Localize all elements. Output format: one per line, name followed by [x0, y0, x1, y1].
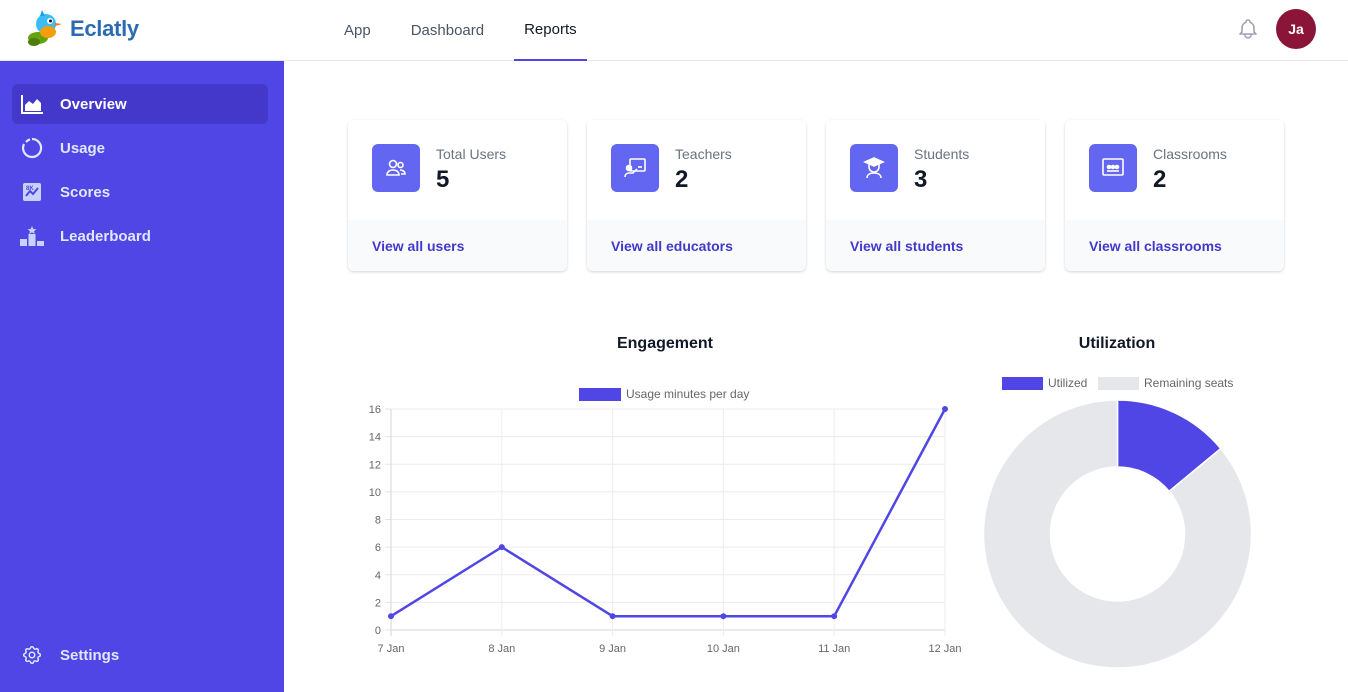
legend-label: Usage minutes per day [626, 387, 749, 401]
sidebar-item-scores[interactable]: 8K Scores [12, 172, 268, 212]
y-tick-label: 4 [375, 570, 381, 582]
y-tick-label: 8 [375, 515, 381, 527]
student-icon [850, 144, 898, 192]
area-chart-icon [20, 92, 44, 116]
donut-icon [20, 136, 44, 160]
data-point [720, 613, 727, 620]
card-footer: View all classrooms [1065, 220, 1284, 271]
sidebar: Overview Usage 8K Scores Leaderboard Set… [0, 61, 284, 692]
stat-label: Classrooms [1153, 146, 1227, 162]
view-all-users-link[interactable]: View all users [372, 237, 465, 254]
legend-swatch-remaining [1098, 377, 1139, 390]
tab-app[interactable]: App [344, 22, 371, 39]
sidebar-item-label: Leaderboard [60, 227, 151, 245]
x-tick-label: 12 Jan [928, 643, 961, 655]
top-bar: Eclatly App Dashboard Reports Ja [0, 0, 1348, 61]
notifications-bell-icon[interactable] [1236, 17, 1260, 41]
x-tick-label: 9 Jan [599, 643, 626, 655]
bird-logo-icon [28, 10, 62, 46]
user-avatar[interactable]: Ja [1276, 9, 1316, 49]
stat-label: Total Users [436, 146, 507, 162]
teacher-icon [611, 144, 659, 192]
scores-icon: 8K [20, 180, 44, 204]
view-all-students-link[interactable]: View all students [850, 237, 964, 254]
legend-swatch [579, 388, 621, 401]
tab-reports[interactable]: Reports [514, 0, 587, 61]
sidebar-item-label: Overview [60, 95, 127, 113]
card-footer: View all students [826, 220, 1045, 271]
view-all-educators-link[interactable]: View all educators [611, 237, 733, 254]
engagement-title: Engagement [616, 335, 713, 352]
classroom-icon [1089, 144, 1137, 192]
sidebar-item-usage[interactable]: Usage [12, 128, 268, 168]
stat-card-classrooms: Classrooms 2 View all classrooms [1065, 120, 1284, 271]
stat-value: 5 [436, 166, 450, 193]
series-line [390, 408, 947, 618]
sidebar-item-label: Scores [60, 183, 111, 201]
engagement-line-chart: Usage minutes per day 0 2 4 6 8 10 12 14 16 7 Jan 8… [369, 387, 962, 655]
data-point [388, 613, 394, 620]
brand-name: Eclatly [70, 16, 139, 41]
sidebar-item-leaderboard[interactable]: Leaderboard [12, 216, 268, 256]
y-tick-label: 10 [369, 487, 381, 499]
data-point [831, 613, 838, 620]
legend-swatch-utilized [1002, 377, 1043, 390]
view-all-classrooms-link[interactable]: View all classrooms [1089, 237, 1222, 254]
legend-label: Utilized [1048, 376, 1087, 390]
users-icon [372, 144, 420, 192]
utilization-donut-chart: Utilized Remaining seats [982, 376, 1253, 669]
data-point [942, 406, 948, 412]
stat-card-students: Students 3 View all students [826, 120, 1045, 271]
data-point [498, 544, 505, 551]
sidebar-item-label: Usage [60, 139, 106, 157]
stat-card-teachers: Teachers 2 View all educators [587, 120, 806, 271]
tab-dashboard[interactable]: Dashboard [410, 22, 485, 39]
stat-value: 3 [914, 166, 928, 193]
stat-card-total-users: Total Users 5 View all users [348, 120, 567, 271]
x-tick-label: 11 Jan [818, 643, 850, 655]
brand-logo[interactable]: Eclatly [26, 8, 139, 50]
stat-label: Students [914, 146, 970, 162]
x-tick-label: 8 Jan [488, 643, 515, 655]
sidebar-item-overview[interactable]: Overview [12, 84, 268, 124]
card-footer: View all educators [587, 220, 806, 271]
slice-remaining-seats [982, 399, 1253, 669]
y-tick-label: 12 [369, 459, 381, 471]
stat-value: 2 [1153, 166, 1167, 193]
sidebar-item-label: Settings [60, 646, 120, 664]
y-tick-label: 6 [375, 542, 381, 554]
podium-icon [20, 224, 44, 248]
y-tick-label: 16 [369, 404, 381, 416]
stat-label: Teachers [675, 146, 732, 162]
y-tick-label: 2 [375, 597, 381, 609]
x-tick-label: 7 Jan [378, 643, 405, 655]
utilization-title: Utilization [1078, 335, 1156, 352]
legend-label: Remaining seats [1144, 376, 1233, 390]
top-nav: App Dashboard Reports [334, 0, 607, 61]
y-tick-label: 0 [375, 625, 381, 637]
x-tick-label: 10 Jan [707, 643, 740, 655]
sidebar-item-settings[interactable]: Settings [12, 635, 268, 675]
stat-value: 2 [675, 166, 689, 193]
data-point [609, 613, 616, 620]
card-footer: View all users [348, 220, 567, 271]
svg-text:8K: 8K [26, 186, 34, 192]
y-tick-label: 14 [369, 432, 381, 444]
gear-icon [20, 643, 44, 667]
